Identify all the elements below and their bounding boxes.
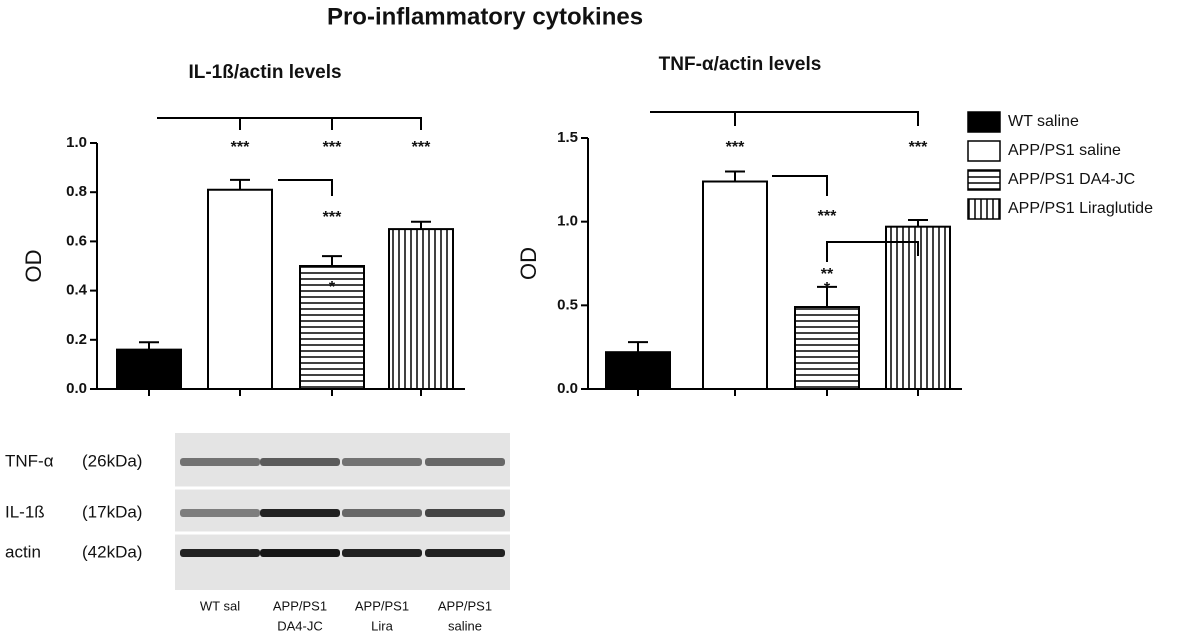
bar (702, 180, 768, 390)
legend-swatch (967, 169, 1001, 191)
y-tick-label: 0.0 (557, 380, 578, 397)
bar (116, 348, 182, 391)
significance-label: ** (821, 266, 834, 283)
significance-label: *** (909, 139, 928, 156)
bar (299, 265, 365, 390)
blot-lane-label: Lira (371, 618, 393, 633)
significance-label: *** (726, 139, 745, 156)
figure-title: Pro-inflammatory cytokines (327, 3, 643, 30)
y-tick-label: 0.6 (66, 232, 87, 249)
chart-title: TNF-α/actin levels (659, 54, 822, 75)
y-tick-label: 0.2 (66, 331, 87, 348)
significance-label: *** (818, 208, 837, 225)
significance-bracket (772, 175, 828, 196)
significance-bracket (278, 179, 333, 196)
blot-band (260, 509, 340, 517)
blot-band (180, 458, 260, 466)
blot-protein: actin (5, 542, 41, 561)
blot-size: (26kDa) (82, 451, 142, 470)
legend-label: APP/PS1 DA4-JC (1008, 171, 1135, 188)
blot-band (342, 509, 422, 517)
blot-band (180, 549, 260, 557)
y-tick-label: 0.5 (557, 296, 578, 313)
y-tick-label: 0.8 (66, 183, 87, 200)
bar (388, 228, 454, 390)
significance-label: *** (323, 139, 342, 156)
blot-protein: IL-1ß (5, 502, 45, 521)
legend-swatch (967, 198, 1001, 220)
blot-lane-label: WT sal (200, 598, 240, 613)
significance-bracket (157, 117, 422, 130)
blot-band (260, 549, 340, 557)
y-axis-label: OD (21, 250, 46, 283)
bar (605, 351, 671, 391)
bar (794, 306, 860, 390)
y-axis-label: OD (516, 247, 541, 280)
significance-bracket (650, 111, 919, 126)
blot-lane-label: APP/PS1 (273, 598, 327, 613)
bar (207, 188, 273, 390)
blot-lane-label: APP/PS1 (355, 598, 409, 613)
blot-lane-label: saline (448, 618, 482, 633)
significance-label: *** (412, 139, 431, 156)
blot-band (180, 509, 260, 517)
y-tick-label: 1.0 (557, 213, 578, 230)
chart-title: IL-1ß/actin levels (188, 62, 341, 83)
legend-swatch (967, 140, 1001, 162)
significance-label: *** (231, 139, 250, 156)
blot-band (260, 458, 340, 466)
legend-label: APP/PS1 Liraglutide (1008, 200, 1153, 217)
blot-band (425, 458, 505, 466)
significance-label: *** (323, 209, 342, 226)
blot-protein: TNF-α (5, 451, 54, 470)
blot-lane-label: APP/PS1 (438, 598, 492, 613)
y-tick-label: 1.5 (557, 129, 578, 146)
y-tick-label: 0.4 (66, 282, 88, 299)
blot-band (342, 458, 422, 466)
blot-band (425, 509, 505, 517)
y-tick-label: 0.0 (66, 380, 87, 397)
y-tick-label: 1.0 (66, 134, 87, 151)
blot-lane-label: DA4-JC (277, 618, 323, 633)
blot-band (425, 549, 505, 557)
significance-bracket (826, 241, 919, 262)
legend-label: APP/PS1 saline (1008, 142, 1121, 159)
significance-label: * (329, 279, 336, 296)
significance-label: * (824, 280, 831, 297)
legend-label: WT saline (1008, 113, 1079, 130)
blot-size: (17kDa) (82, 502, 142, 521)
legend-swatch (967, 111, 1001, 133)
blot-size: (42kDa) (82, 542, 142, 561)
blot-band (342, 549, 422, 557)
